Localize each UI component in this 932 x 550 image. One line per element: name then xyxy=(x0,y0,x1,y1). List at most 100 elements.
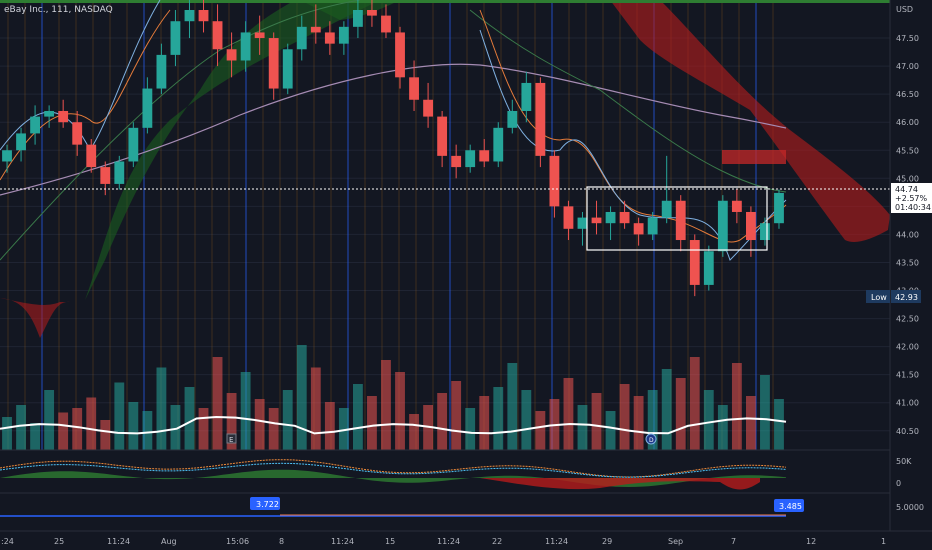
volume-bar xyxy=(717,405,728,450)
volume-bar xyxy=(338,408,349,450)
time-tick: 29 xyxy=(602,537,612,546)
candle xyxy=(745,206,756,257)
indicator-label-left: 3.722 xyxy=(250,497,280,510)
candle xyxy=(156,43,167,95)
candle-body xyxy=(717,200,728,252)
candle-body xyxy=(44,110,55,117)
candle-body xyxy=(381,15,391,33)
time-tick: 12 xyxy=(806,537,816,546)
volume-tick-50k: 50K xyxy=(896,457,912,466)
candle-body xyxy=(437,116,448,156)
price-tick: 42.50 xyxy=(896,315,919,324)
price-tick: 44.00 xyxy=(896,230,919,239)
candle xyxy=(324,21,335,55)
candle xyxy=(605,206,616,241)
volume-bar xyxy=(731,363,742,450)
candle-body xyxy=(493,127,504,162)
volume-bar xyxy=(324,402,335,450)
candle-body xyxy=(745,211,756,241)
price-tick: 40.50 xyxy=(896,427,919,436)
time-tick: 15 xyxy=(385,537,395,546)
cloud-red-right xyxy=(610,0,890,242)
candle xyxy=(437,110,448,168)
candle xyxy=(479,139,490,168)
candle-body xyxy=(2,150,12,162)
volume-bar xyxy=(16,405,26,450)
candle-body xyxy=(128,127,139,162)
price-tick: 41.50 xyxy=(896,371,919,380)
volume-ma-line xyxy=(0,415,787,435)
dividend-icon-glyph: D xyxy=(649,437,654,444)
candle-body xyxy=(142,88,153,128)
svg-text:3.485: 3.485 xyxy=(779,502,802,511)
indicator-tick: 5.0000 xyxy=(896,503,924,512)
volume-bar xyxy=(170,405,181,450)
volume-bar xyxy=(72,408,83,450)
candle-body xyxy=(212,21,223,50)
candle xyxy=(423,82,434,128)
candle-body xyxy=(114,161,125,184)
volume-bar xyxy=(774,399,784,450)
dividend-icon xyxy=(645,433,657,445)
time-tick: 8 xyxy=(279,537,284,546)
volume-bar xyxy=(563,378,574,450)
indicator-label-right: 3.485 xyxy=(774,499,804,512)
candle xyxy=(170,10,181,67)
volume-bar xyxy=(605,411,616,450)
time-tick: 22 xyxy=(492,537,502,546)
candle-body xyxy=(563,206,574,229)
candle xyxy=(367,0,377,27)
candle-body xyxy=(367,10,377,16)
svg-text:3.722: 3.722 xyxy=(256,500,279,509)
time-tick: 11:24 xyxy=(437,537,460,546)
volume-bar xyxy=(409,414,419,450)
volume-bar xyxy=(689,357,700,450)
volume-bar xyxy=(198,408,209,450)
candle-body xyxy=(535,82,546,156)
candle-body xyxy=(226,49,237,61)
candle-body xyxy=(577,217,588,229)
volume-bar xyxy=(310,367,321,450)
candle-body xyxy=(689,240,700,285)
candle xyxy=(395,26,405,89)
candle-body xyxy=(324,32,335,44)
candle xyxy=(128,122,139,168)
price-tick: 45.50 xyxy=(896,146,919,155)
candle xyxy=(240,21,251,72)
candle-body xyxy=(423,99,434,117)
volume-bar xyxy=(2,417,12,450)
candle xyxy=(703,245,714,291)
volume-bar xyxy=(507,363,518,450)
price-tick: 47.00 xyxy=(896,62,919,71)
volume-bar xyxy=(745,396,756,450)
candle xyxy=(268,32,279,100)
volume-bar xyxy=(535,411,546,450)
volume-bar xyxy=(212,357,223,450)
top-green-band xyxy=(0,0,890,3)
candle xyxy=(507,99,518,134)
resistance-zone xyxy=(722,150,786,164)
candle-body xyxy=(507,110,518,128)
candle xyxy=(184,0,195,39)
volume-bar xyxy=(381,360,391,450)
candle-body xyxy=(338,26,349,44)
event-markers[interactable]: E D xyxy=(226,433,657,445)
low-label: Low xyxy=(871,293,887,302)
candle xyxy=(114,155,125,190)
volume-bar xyxy=(296,345,307,450)
candle-body xyxy=(240,32,251,61)
candle-body xyxy=(409,77,419,100)
time-axis[interactable]: :24 25 11:24 Aug 15:06 8 11:24 15 11:24 22 11:24 29… xyxy=(1,537,886,546)
candle-body xyxy=(591,217,602,224)
current-price: 44.74 xyxy=(895,185,918,194)
candle-body xyxy=(30,116,41,134)
candle xyxy=(675,195,686,252)
candle-body xyxy=(703,251,714,285)
volume-bar xyxy=(254,399,265,450)
volume-bar xyxy=(282,390,293,450)
volume-bar xyxy=(619,384,630,450)
candle-body xyxy=(16,133,26,151)
candle xyxy=(619,200,630,229)
candle xyxy=(226,32,237,78)
